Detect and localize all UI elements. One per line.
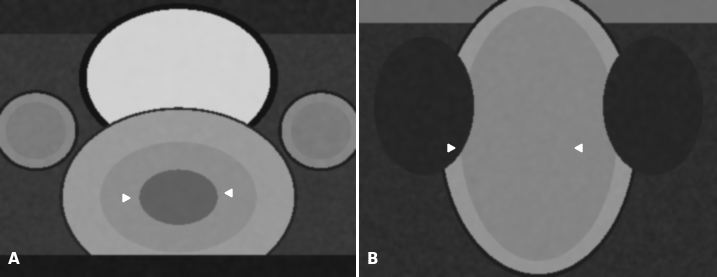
Polygon shape: [123, 194, 130, 202]
Text: A: A: [8, 252, 20, 267]
Polygon shape: [225, 189, 232, 197]
Polygon shape: [575, 144, 582, 152]
Text: B: B: [367, 252, 379, 267]
Polygon shape: [448, 144, 455, 152]
